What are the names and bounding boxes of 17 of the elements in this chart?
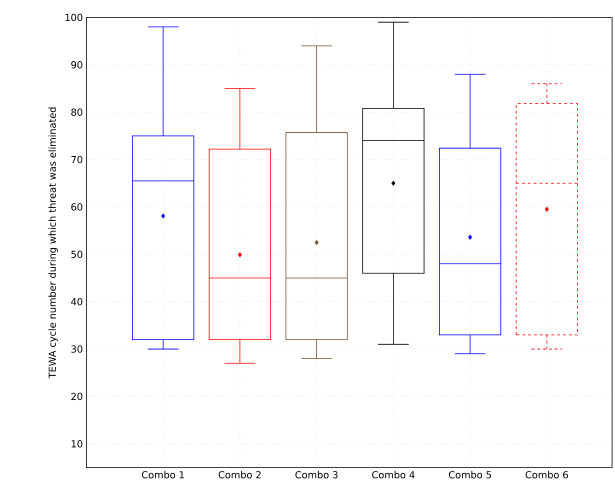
y-tick-label: 40 [71,298,82,306]
y-tick-label: 60 [71,203,82,211]
x-tick-label: Combo 3 [295,471,338,479]
y-tick-label: 20 [71,392,82,400]
x-tick-label: Combo 5 [448,471,492,479]
x-tick-label: Combo 4 [372,471,415,479]
y-tick-label: 10 [72,440,82,448]
y-tick-label: 30 [71,345,82,353]
y-tick-label: 70 [71,156,82,164]
y-tick-label: 80 [71,108,82,116]
x-tick-label: Combo 6 [526,471,568,479]
x-tick-label: Combo 2 [218,471,261,479]
y-tick-label: 100 [66,14,82,22]
x-tick-label: Combo 1 [142,471,184,479]
y-tick-label: 90 [71,61,82,69]
y-tick-label: 50 [71,250,82,258]
y-axis-title: TEWA cycle number during which threat was eliminated [48,108,58,378]
